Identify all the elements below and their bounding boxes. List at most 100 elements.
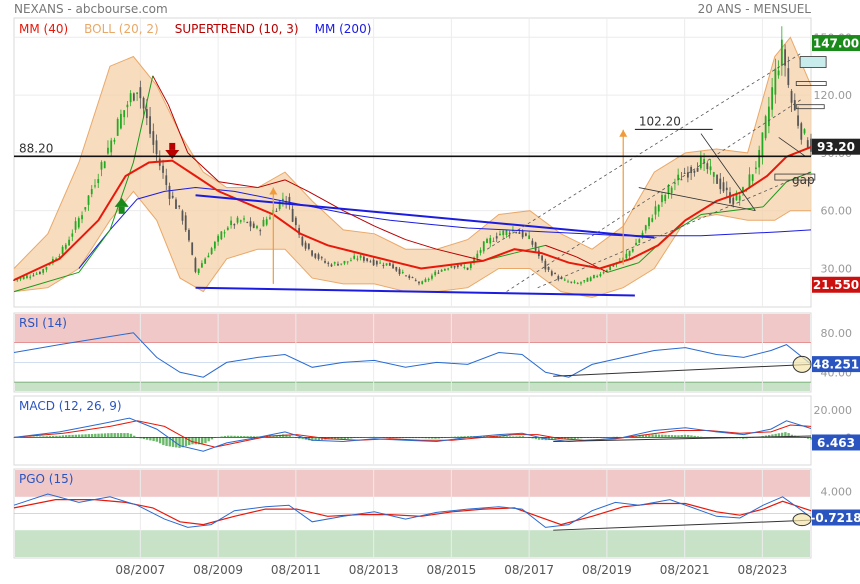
candle-body — [39, 272, 41, 274]
macd-histogram-bar — [521, 436, 525, 438]
candle-body — [456, 265, 459, 267]
pgo-value-badge: -0.7218 — [810, 511, 860, 525]
level-box-2 — [795, 104, 825, 110]
candle-body — [793, 100, 796, 111]
macd-histogram-bar — [210, 437, 214, 440]
candle-body — [686, 172, 689, 178]
candle-body — [693, 170, 696, 173]
supertrend-segment — [436, 248, 484, 262]
candle-body — [94, 185, 96, 187]
candle-body — [722, 182, 725, 192]
candle-body — [230, 220, 232, 226]
macd-histogram-bar — [178, 437, 181, 448]
candle-body — [16, 279, 19, 281]
candle-body — [304, 242, 307, 249]
bollinger-upper-line — [13, 36, 812, 269]
candle-body — [139, 87, 142, 99]
candle-body — [531, 240, 534, 245]
candle-body — [696, 167, 699, 172]
candle-body — [314, 253, 317, 258]
supertrend-segment — [167, 104, 189, 154]
macd-histogram-bar — [175, 437, 178, 448]
candle-body — [194, 258, 197, 272]
macd-histogram-bar — [460, 436, 463, 438]
candle-body — [680, 179, 683, 181]
descending-trendline — [195, 194, 655, 239]
candle-body — [278, 200, 281, 209]
candle-body — [421, 281, 424, 284]
candle-body — [463, 266, 466, 268]
rsi-oversold-zone — [15, 382, 810, 391]
macd-histogram-bar — [171, 437, 175, 447]
candle-body — [77, 218, 80, 228]
candle-body — [103, 161, 106, 169]
candle-body — [97, 179, 100, 184]
candle-body — [453, 266, 456, 268]
candle-body — [330, 264, 333, 267]
macd-histogram-bar — [463, 436, 466, 438]
legend-entry: SUPERTREND (10, 3) — [175, 22, 299, 36]
orange-arrow-head — [269, 187, 278, 195]
candle-body — [107, 147, 109, 154]
macd-histogram-bar — [188, 437, 191, 446]
supertrend-segment — [218, 181, 258, 189]
macd-histogram-bar — [495, 436, 499, 438]
macd-histogram-bar — [346, 437, 350, 439]
candle-body — [444, 268, 446, 271]
macd-histogram-bar — [162, 437, 165, 445]
macd-histogram-bar — [434, 437, 437, 439]
supertrend-segment — [343, 210, 375, 227]
macd-histogram-bar — [638, 435, 641, 438]
macd-histogram-bar — [680, 434, 683, 438]
macd-histogram-bar — [350, 437, 353, 439]
candle-body — [35, 273, 38, 275]
candle-body — [145, 109, 148, 119]
macd-histogram-bar — [282, 434, 285, 438]
macd-histogram-bar — [677, 435, 680, 438]
candle-body — [725, 187, 728, 191]
macd-histogram-bar — [246, 436, 249, 438]
candle-body — [774, 68, 777, 95]
candle-body — [521, 230, 524, 238]
macd-histogram-bar — [567, 437, 570, 440]
price-y-tick-label: 30.00 — [821, 262, 853, 275]
candle-body — [181, 210, 184, 221]
candle-body — [751, 174, 754, 181]
candle-body — [800, 123, 803, 140]
candle-body — [301, 236, 304, 246]
candle-body — [586, 277, 589, 282]
candle-body — [767, 106, 770, 127]
macd-histogram-bar — [534, 437, 538, 440]
macd-histogram-bar — [784, 432, 787, 438]
macd-histogram-bar — [745, 437, 748, 439]
macd-histogram-bar — [537, 437, 541, 440]
macd-histogram-bar — [120, 433, 123, 438]
macd-histogram-bar — [45, 436, 48, 438]
candle-body — [486, 238, 488, 243]
x-tick-label: 08/2019 — [582, 563, 632, 577]
macd-histogram-bar — [580, 437, 583, 439]
macd-histogram-bar — [204, 437, 207, 444]
macd-histogram-bar — [774, 433, 777, 438]
macd-histogram-bar — [220, 436, 223, 438]
candle-body — [81, 215, 83, 220]
candle-body — [207, 255, 210, 258]
candle-body — [780, 39, 783, 66]
pgo-ma-line — [13, 499, 812, 526]
candle-body — [340, 263, 343, 265]
candle-body — [761, 132, 764, 158]
candle-body — [748, 174, 751, 188]
supertrend-segment — [576, 256, 608, 273]
macd-histogram-bar — [777, 433, 781, 438]
rsi-support-line — [553, 363, 812, 377]
candle-body — [90, 189, 93, 195]
candle-body — [58, 256, 61, 258]
candle-body — [288, 196, 291, 205]
macd-histogram-bar — [285, 434, 288, 438]
macd-histogram-bar — [110, 433, 113, 438]
macd-histogram-bar — [149, 437, 152, 441]
macd-histogram-bar — [466, 436, 470, 438]
macd-histogram-bar — [58, 435, 61, 438]
macd-value-badge: 6.463 — [817, 436, 855, 450]
candle-body — [784, 49, 786, 66]
